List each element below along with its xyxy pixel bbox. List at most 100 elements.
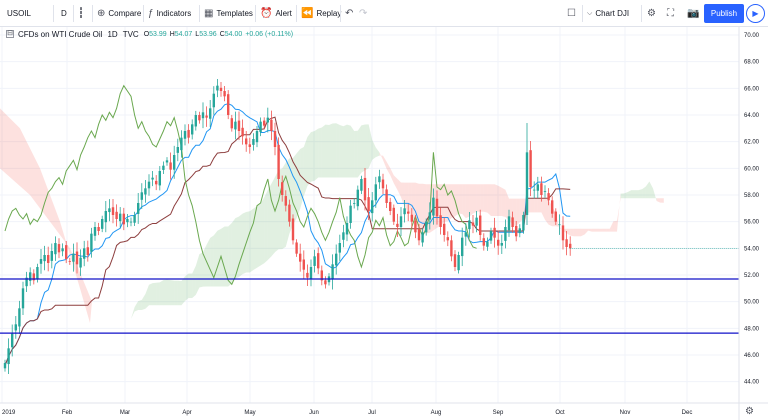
candle-body bbox=[457, 255, 460, 271]
cloud-segment bbox=[494, 184, 499, 217]
candle-body bbox=[277, 144, 280, 179]
legend-interval: 1D bbox=[107, 29, 118, 39]
publish-button[interactable]: Publish bbox=[704, 4, 744, 23]
candle-body bbox=[299, 253, 302, 262]
candle-body bbox=[65, 245, 68, 259]
candle-body bbox=[90, 233, 93, 252]
candle-body bbox=[561, 225, 565, 241]
time-tick-label: Jun bbox=[309, 410, 319, 416]
cloud-segment bbox=[357, 125, 362, 178]
candle-body bbox=[385, 189, 388, 203]
candle-body bbox=[558, 224, 561, 226]
snapshot-button[interactable]: 📷 bbox=[687, 4, 702, 23]
indicators-button[interactable]: ƒ Indicators bbox=[148, 4, 191, 23]
horizontal-lines[interactable]: 51.7047.6454.00 bbox=[0, 244, 766, 337]
redo-button[interactable]: ↷ bbox=[359, 4, 370, 23]
cloud-segment bbox=[656, 198, 661, 203]
candle-body bbox=[367, 197, 370, 211]
undo-button[interactable]: ↶ bbox=[345, 4, 356, 23]
candle-body bbox=[115, 211, 118, 219]
cloud-segment bbox=[318, 127, 322, 178]
price-chart[interactable]: 51.7047.6454.00 70.00 68.00 66.00 64.00 62.0… bbox=[0, 27, 768, 420]
toolbar-divider bbox=[199, 5, 200, 22]
candle-body bbox=[504, 227, 507, 241]
replay-button[interactable]: ⏪ Replay bbox=[301, 4, 341, 23]
cloud-segment bbox=[98, 356, 103, 366]
candle-body bbox=[536, 184, 539, 191]
candle-body bbox=[223, 91, 226, 97]
candle-body bbox=[140, 192, 143, 200]
toolbar-divider bbox=[143, 5, 144, 22]
cloud-segment bbox=[383, 155, 387, 169]
price-tick-label: 64.00 bbox=[744, 113, 760, 119]
candle-body bbox=[72, 253, 75, 262]
candle-body bbox=[396, 223, 399, 227]
templates-button[interactable]: ▦ Templates bbox=[204, 4, 253, 23]
alarm-icon: ⏰ bbox=[260, 8, 273, 19]
cloud-segment bbox=[537, 198, 542, 213]
candle-body bbox=[302, 259, 305, 270]
cloud-segment bbox=[275, 169, 279, 253]
time-axis[interactable]: 2019 Feb Mar Apr May Jun Jul Aug Sep Oct Nov Dec bbox=[0, 402, 768, 416]
ichimoku-lines bbox=[4, 84, 571, 366]
cloud-segment bbox=[591, 228, 596, 232]
price-axis-bg bbox=[739, 27, 768, 420]
cloud-segment bbox=[105, 345, 110, 350]
layout-button[interactable]: ☐ bbox=[567, 4, 579, 23]
candle-body bbox=[522, 215, 525, 231]
alert-button[interactable]: ⏰ Alert bbox=[260, 4, 292, 23]
candle-body bbox=[111, 207, 115, 215]
cloud-segment bbox=[213, 230, 218, 287]
interval-button[interactable]: D bbox=[61, 4, 67, 23]
cloud-segment bbox=[195, 254, 200, 295]
chart-style-button[interactable]: ┇ bbox=[78, 4, 87, 23]
cloud-segment bbox=[455, 184, 459, 217]
candle-body bbox=[414, 220, 417, 233]
candle-body bbox=[194, 115, 197, 127]
cloud-segment bbox=[314, 128, 319, 181]
chart-name-label: Chart DJI bbox=[595, 9, 630, 18]
settings-button[interactable]: ⚙ bbox=[647, 4, 659, 23]
cloud-segment bbox=[159, 280, 164, 306]
cloud-segment bbox=[134, 301, 139, 312]
candle-body bbox=[547, 193, 550, 201]
replay-label: Replay bbox=[316, 9, 342, 18]
candle-body bbox=[507, 216, 511, 231]
compare-button[interactable]: ⊕ Compare bbox=[97, 4, 141, 23]
cloud-segment bbox=[206, 237, 211, 287]
axis-settings-icon[interactable]: ⚙ bbox=[745, 406, 754, 417]
toolbar-divider bbox=[92, 5, 93, 22]
candle-body bbox=[378, 176, 381, 183]
cloud-segment bbox=[141, 294, 146, 310]
candle-body bbox=[122, 213, 125, 225]
cloud-segment bbox=[559, 226, 563, 232]
undo-icon: ↶ bbox=[345, 8, 354, 19]
cloud-segment bbox=[149, 283, 153, 306]
cloud-segment bbox=[271, 177, 275, 257]
candle-body bbox=[205, 115, 208, 118]
candle-body bbox=[389, 201, 392, 211]
candle-body bbox=[468, 220, 471, 230]
candle-body bbox=[32, 273, 35, 281]
symbol-search[interactable]: USOIL bbox=[7, 4, 31, 23]
cloud-segment bbox=[483, 184, 488, 213]
collapse-legend-icon[interactable]: ⊟ bbox=[6, 30, 14, 38]
cloud-segment bbox=[401, 182, 405, 208]
candle-body bbox=[349, 205, 352, 223]
chart-layout-menu[interactable]: ⌵ Chart DJI bbox=[587, 4, 629, 23]
candle-body bbox=[320, 270, 323, 281]
cloud-segment bbox=[192, 265, 196, 299]
toolbar-divider bbox=[582, 5, 583, 22]
play-button[interactable]: ▶ bbox=[746, 4, 765, 23]
cloud-segment bbox=[473, 184, 477, 214]
fullscreen-button[interactable]: ⛶ bbox=[667, 4, 677, 23]
candle-body bbox=[381, 179, 385, 189]
cloud-segment bbox=[627, 190, 632, 199]
cloud-segment bbox=[458, 184, 463, 214]
cloud-segment bbox=[372, 139, 376, 160]
candle-body bbox=[475, 217, 478, 226]
cloud-segment bbox=[642, 186, 646, 199]
candle-body bbox=[540, 183, 543, 195]
price-axis[interactable]: 70.00 68.00 66.00 64.00 62.00 60.00 58.00 56.00… bbox=[738, 27, 768, 420]
time-tick-label: Dec bbox=[682, 410, 693, 416]
